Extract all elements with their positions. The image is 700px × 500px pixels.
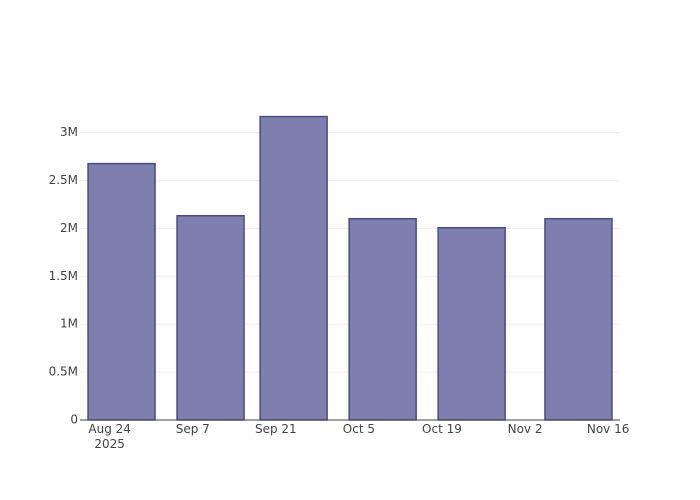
y-tick-label: 2.5M bbox=[49, 173, 78, 187]
x-tick-label: Oct 5 bbox=[342, 422, 375, 436]
y-tick-label: 0 bbox=[70, 413, 78, 427]
y-tick-label: 3M bbox=[60, 125, 78, 139]
x-tick-label: Oct 19 bbox=[422, 422, 462, 436]
y-tick-label: 2M bbox=[60, 221, 78, 235]
x-tick-label: Nov 16 bbox=[586, 422, 630, 436]
x-tick-label: Sep 21 bbox=[254, 422, 297, 436]
y-tick-label: 0.5M bbox=[49, 365, 78, 379]
y-tick-label: 1.5M bbox=[49, 269, 78, 283]
x-tick-label: Sep 7 bbox=[175, 422, 210, 436]
bar bbox=[348, 217, 417, 421]
bar bbox=[176, 214, 245, 421]
y-tick-label: 1M bbox=[60, 317, 78, 331]
bar bbox=[87, 162, 156, 421]
bar bbox=[544, 217, 613, 421]
x-tick-label: Nov 2 bbox=[507, 422, 543, 436]
x-tick-label: Aug 24 2025 bbox=[88, 422, 131, 451]
bar bbox=[437, 226, 506, 421]
bar bbox=[259, 115, 328, 421]
